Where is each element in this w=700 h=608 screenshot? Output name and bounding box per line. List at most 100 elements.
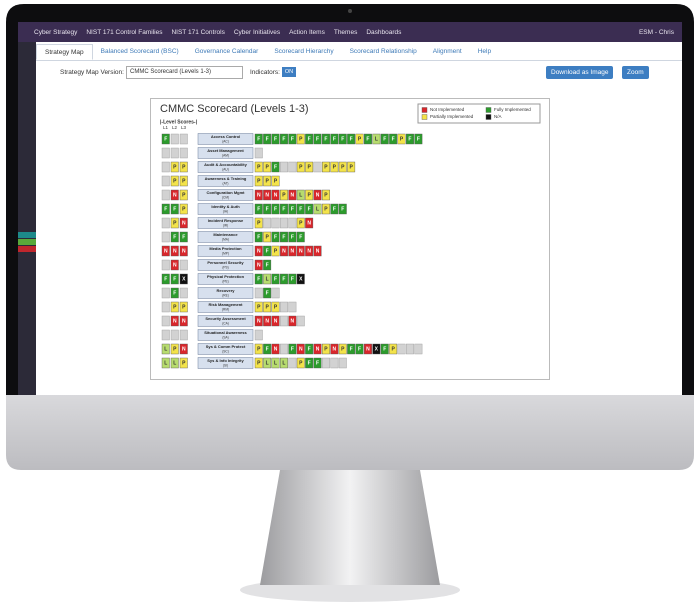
practice-cell-letter: N <box>307 249 311 255</box>
tab[interactable]: Alignment <box>432 48 462 55</box>
toggle[interactable]: ON <box>282 67 296 77</box>
tab[interactable]: Scorecard Hierarchy <box>274 48 334 55</box>
practice-cell <box>271 231 280 243</box>
practice-cell <box>389 343 398 355</box>
tab[interactable]: Governance Calendar <box>194 48 259 55</box>
scorecard-title: CMMC Scorecard (Levels 1-3) <box>160 103 309 115</box>
level-cell <box>179 273 188 285</box>
tab[interactable]: Balanced Scorecard (BSC) <box>100 48 179 55</box>
practice-cell <box>321 161 330 173</box>
tab[interactable]: Scorecard Relationship <box>349 48 417 55</box>
tab[interactable]: Strategy Map <box>36 44 93 60</box>
practice-cell-letter: P <box>265 165 269 171</box>
practice-cell-letter: N <box>333 347 337 353</box>
domain-box <box>197 273 254 285</box>
empty-cell <box>279 217 288 229</box>
practice-cell-letter: F <box>308 137 311 143</box>
level-cell-letter: F <box>164 207 167 213</box>
nav-item[interactable]: Cyber Initiatives <box>233 28 281 36</box>
level-cell-letter: F <box>164 137 167 143</box>
level-cell-letter: F <box>182 235 185 241</box>
nav-item[interactable]: Themes <box>333 28 358 36</box>
practice-cell <box>305 189 314 201</box>
practice-cell-letter: P <box>324 207 328 213</box>
practice-cell-letter: L <box>316 207 319 213</box>
practice-cell <box>279 245 288 257</box>
practice-cell-letter: P <box>299 137 303 143</box>
level-cell <box>170 161 179 173</box>
legend-swatch <box>485 114 492 120</box>
empty-cell <box>288 357 297 369</box>
nav-item[interactable]: Action Items <box>289 28 325 36</box>
download-button[interactable]: Download as Image <box>546 66 614 79</box>
practice-cell-letter: F <box>341 207 344 213</box>
version-label: Strategy Map Version: <box>60 69 124 76</box>
empty-cell <box>161 259 170 271</box>
practice-cell <box>254 245 263 257</box>
practice-cell-letter: N <box>265 319 269 325</box>
practice-cell <box>305 203 314 215</box>
nav-item[interactable]: Cyber Strategy <box>34 28 78 36</box>
level-cell <box>161 343 170 355</box>
level-cell <box>179 231 188 243</box>
practice-cell-letter: P <box>400 137 404 143</box>
practice-cell-letter: P <box>358 137 362 143</box>
level-scores-label: |-Level Scores-| <box>160 119 198 125</box>
nav-item[interactable]: Dashboards <box>366 28 402 36</box>
practice-cell <box>271 133 280 145</box>
practice-cell-letter: P <box>257 165 261 171</box>
practice-cell <box>338 133 347 145</box>
practice-cell-letter: L <box>266 277 269 283</box>
user-menu[interactable]: ESM - Chris <box>638 28 674 36</box>
practice-cell <box>263 301 272 313</box>
level-cell <box>170 301 179 313</box>
level-cell-letter: P <box>173 305 177 311</box>
level-cell-letter: P <box>182 193 186 199</box>
practice-cell-letter: F <box>257 235 260 241</box>
practice-cell <box>254 161 263 173</box>
practice-cell-letter: F <box>366 137 369 143</box>
practice-cell <box>288 315 297 327</box>
zoom-button[interactable]: Zoom <box>622 66 649 79</box>
tab[interactable]: Help <box>477 48 492 55</box>
domain-code: (AM) <box>222 153 229 157</box>
level-cell-letter: P <box>173 165 177 171</box>
side-mark <box>18 239 36 245</box>
tabs: Strategy Map Balanced Scorecard (BSC) Gove… <box>36 44 682 61</box>
practice-cell <box>406 133 414 145</box>
level-cell <box>179 189 188 201</box>
practice-cell-letter: F <box>282 235 285 241</box>
empty-cell <box>161 147 170 159</box>
practice-cell-letter: L <box>375 137 378 143</box>
practice-cell-letter: F <box>408 137 411 143</box>
practice-cell <box>263 357 272 369</box>
practice-cell-letter: N <box>299 249 303 255</box>
legend-label: Partially Implemented <box>430 114 474 119</box>
empty-cell <box>161 175 170 187</box>
practice-cell-letter: N <box>257 263 261 269</box>
level-cell <box>170 287 179 299</box>
version-select[interactable]: CMMC Scorecard (Levels 1-3) <box>126 66 243 79</box>
domain-code: (MP) <box>222 251 229 255</box>
domain-box <box>197 259 254 271</box>
practice-cell <box>330 343 339 355</box>
practice-cell <box>338 343 347 355</box>
domain-box <box>197 231 254 243</box>
domain-box <box>197 315 254 327</box>
legend-label: N/A <box>494 114 502 119</box>
practice-cell-letter: F <box>308 361 311 367</box>
practice-cell <box>363 133 372 145</box>
domain-box <box>197 133 254 145</box>
domain-box <box>197 203 254 215</box>
practice-cell <box>288 231 297 243</box>
practice-cell <box>263 287 272 299</box>
nav-item[interactable]: NIST 171 Controls <box>171 28 225 36</box>
practice-cell-letter: P <box>391 347 395 353</box>
domain-code: (AT) <box>223 181 229 185</box>
empty-cell <box>313 161 322 173</box>
legend-swatch <box>485 107 492 113</box>
level-cell <box>179 245 188 257</box>
nav-item[interactable]: NIST 171 Control Families <box>86 28 163 36</box>
domain-box <box>197 301 254 313</box>
practice-cell-letter: N <box>274 193 278 199</box>
